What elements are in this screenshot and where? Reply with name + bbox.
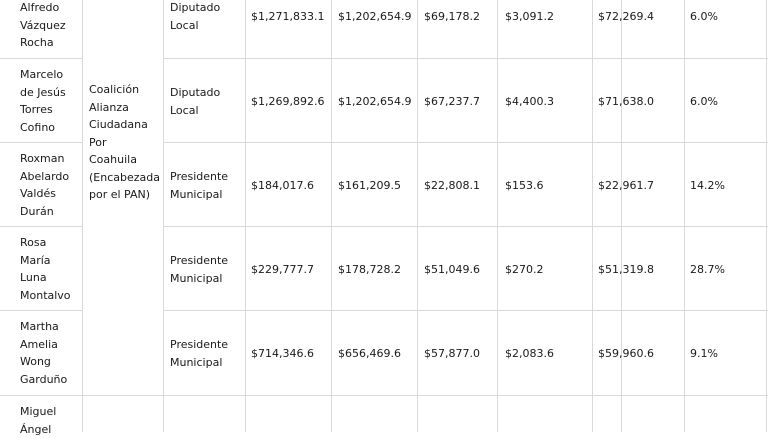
column-divider	[766, 0, 767, 432]
value-cell: $59,960.6	[598, 347, 654, 360]
candidate-name-cell: Martha Amelia Wong Garduño	[20, 320, 68, 386]
row-divider	[0, 310, 82, 311]
column-divider	[417, 0, 418, 432]
value-cell: $178,728.2	[338, 263, 401, 276]
percentage-cell: 6.0%	[690, 95, 718, 108]
value-cell: $67,237.7	[424, 95, 480, 108]
value-cell: $22,961.7	[598, 179, 654, 192]
percentage-cell: 28.7%	[690, 263, 725, 276]
value-cell: $161,209.5	[338, 179, 401, 192]
column-divider	[684, 0, 685, 432]
candidate-name-cell: Rosa María Luna Montalvo	[20, 236, 71, 302]
percentage-cell: 6.0%	[690, 10, 718, 23]
value-cell: $1,202,654.9	[338, 10, 412, 23]
value-cell: $51,319.8	[598, 263, 654, 276]
position-cell: Presidente Municipal	[170, 254, 229, 285]
candidate-name-cell: Marcelo de Jesús Torres Cofino	[20, 68, 66, 134]
position-cell: Presidente Municipal	[170, 338, 229, 369]
position-cell: Diputado Local	[170, 1, 221, 32]
value-cell: $57,877.0	[424, 347, 480, 360]
row-divider	[0, 142, 82, 143]
row-divider	[0, 226, 82, 227]
value-cell: $22,808.1	[424, 179, 480, 192]
column-divider	[245, 0, 246, 432]
column-divider	[497, 0, 498, 432]
percentage-cell: 9.1%	[690, 347, 718, 360]
value-cell: $1,202,654.9	[338, 95, 412, 108]
row-divider	[0, 395, 768, 396]
column-divider	[331, 0, 332, 432]
value-cell: $656,469.6	[338, 347, 401, 360]
candidate-name-cell: Miguel Ángel	[20, 405, 57, 436]
value-cell: $71,638.0	[598, 95, 654, 108]
position-cell: Presidente Municipal	[170, 170, 229, 201]
row-divider	[163, 226, 768, 227]
value-cell: $1,271,833.1	[251, 10, 325, 23]
value-cell: $3,091.2	[505, 10, 554, 23]
value-cell: $270.2	[505, 263, 544, 276]
column-divider	[163, 0, 164, 432]
value-cell: $72,269.4	[598, 10, 654, 23]
value-cell: $1,269,892.6	[251, 95, 325, 108]
value-cell: $51,049.6	[424, 263, 480, 276]
candidate-name-cell: Alfredo Vázquez Rocha	[20, 1, 66, 49]
value-cell: $229,777.7	[251, 263, 314, 276]
row-divider	[163, 310, 768, 311]
coalition-cell: Coalición Alianza Ciudadana Por Coahuila…	[89, 83, 160, 201]
value-cell: $4,400.3	[505, 95, 554, 108]
row-divider	[163, 142, 768, 143]
row-divider	[0, 58, 82, 59]
candidate-name-cell: Roxman Abelardo Valdés Durán	[20, 152, 70, 218]
value-cell: $69,178.2	[424, 10, 480, 23]
column-divider	[621, 0, 622, 432]
position-cell: Diputado Local	[170, 86, 221, 117]
row-divider	[163, 58, 768, 59]
value-cell: $153.6	[505, 179, 544, 192]
percentage-cell: 14.2%	[690, 179, 725, 192]
column-divider	[82, 0, 83, 432]
value-cell: $2,083.6	[505, 347, 554, 360]
column-divider	[592, 0, 593, 432]
value-cell: $714,346.6	[251, 347, 314, 360]
value-cell: $184,017.6	[251, 179, 314, 192]
